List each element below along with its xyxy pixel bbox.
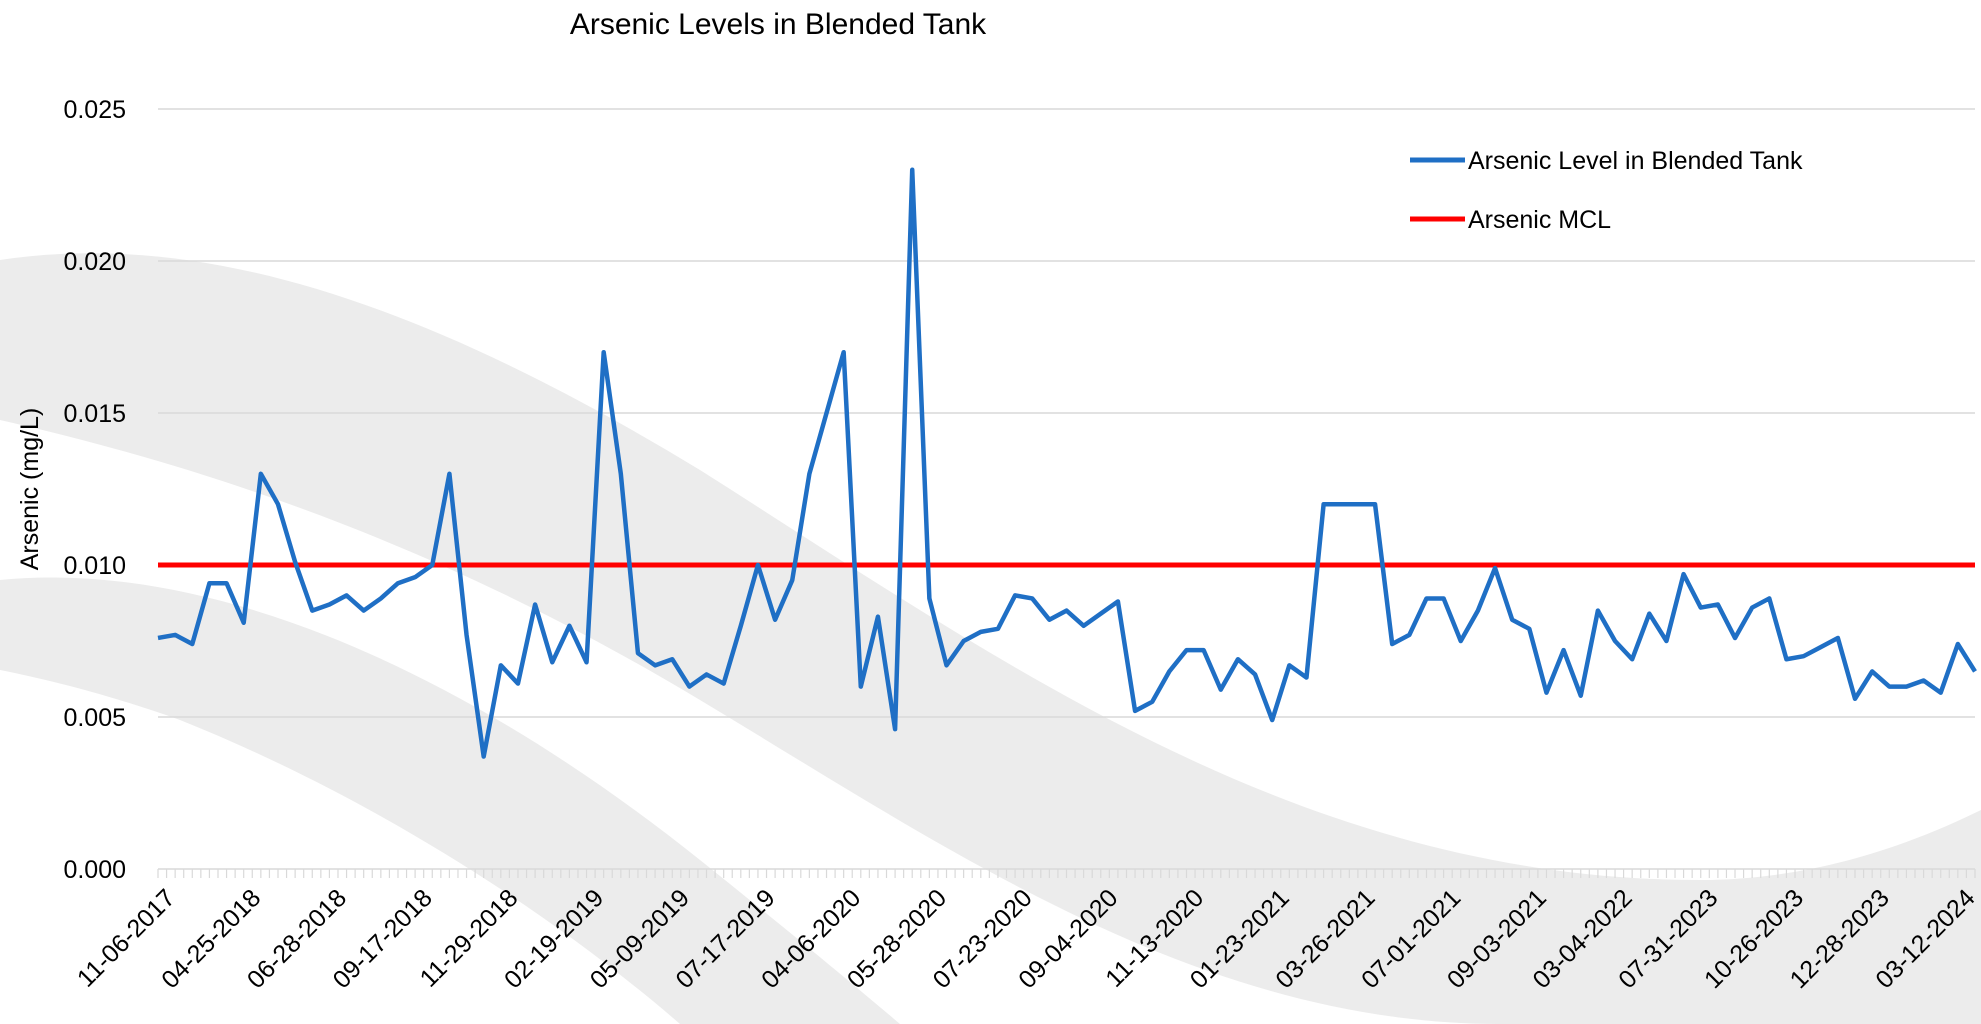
y-axis-label: Arsenic (mg/L) [16,408,44,571]
y-tick-label: 0.010 [63,552,126,580]
chart: Arsenic Levels in Blended Tank Arsenic (… [0,0,1981,1024]
y-tick-label: 0.000 [63,856,126,884]
y-tick-label: 0.025 [63,96,126,124]
y-tick-label: 0.015 [63,400,126,428]
legend-label: Arsenic MCL [1468,206,1611,234]
y-tick-label: 0.005 [63,704,126,732]
y-tick-label: 0.020 [63,248,126,276]
chart-title: Arsenic Levels in Blended Tank [570,8,987,41]
legend-label: Arsenic Level in Blended Tank [1468,147,1803,175]
